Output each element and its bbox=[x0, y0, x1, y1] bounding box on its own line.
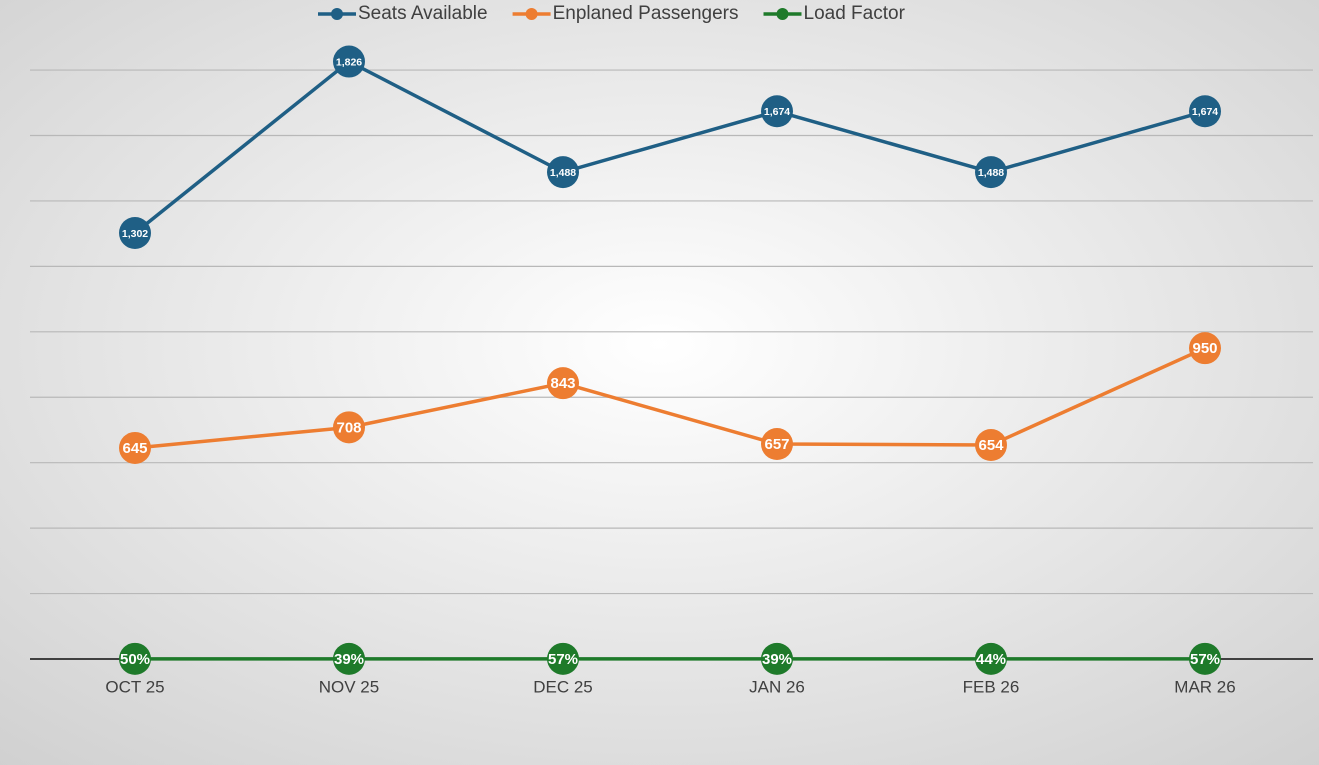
point-marker bbox=[1189, 642, 1221, 675]
data-label: 1,826 bbox=[336, 56, 362, 68]
legend-marker bbox=[776, 8, 789, 20]
legend-label: Load Factor bbox=[804, 3, 906, 24]
data-label: 708 bbox=[336, 419, 361, 436]
point-marker bbox=[119, 642, 151, 675]
x-tick-label: DEC 25 bbox=[533, 677, 593, 696]
point-marker bbox=[547, 642, 579, 675]
point-marker bbox=[119, 431, 151, 464]
data-label: 57% bbox=[1190, 651, 1220, 668]
legend-marker bbox=[331, 8, 343, 20]
data-label: 44% bbox=[976, 651, 1006, 668]
legend-marker bbox=[525, 8, 538, 20]
data-label: 1,302 bbox=[122, 228, 148, 240]
data-label: 657 bbox=[764, 436, 789, 453]
data-label: 57% bbox=[548, 651, 578, 668]
point-marker bbox=[975, 156, 1007, 189]
data-label: 1,488 bbox=[550, 167, 576, 179]
data-label: 645 bbox=[122, 440, 147, 457]
data-label: 950 bbox=[1192, 340, 1217, 357]
point-marker bbox=[1189, 332, 1221, 365]
data-label: 1,674 bbox=[1192, 106, 1218, 118]
data-label: 39% bbox=[334, 651, 364, 668]
x-tick-label: JAN 26 bbox=[749, 677, 805, 696]
point-marker bbox=[333, 642, 365, 675]
x-tick-label: MAR 26 bbox=[1174, 677, 1235, 696]
series-line bbox=[134, 346, 1206, 450]
data-label: 1,488 bbox=[978, 167, 1004, 179]
data-label: 39% bbox=[762, 651, 792, 668]
point-marker bbox=[547, 367, 579, 400]
point-marker bbox=[975, 429, 1007, 462]
point-marker bbox=[547, 156, 579, 189]
point-marker bbox=[761, 642, 793, 675]
point-marker bbox=[761, 428, 793, 461]
legend-label: Enplaned Passengers bbox=[553, 3, 739, 24]
point-marker bbox=[761, 95, 793, 128]
data-label: 1,674 bbox=[764, 106, 790, 118]
point-marker bbox=[333, 45, 365, 78]
point-marker bbox=[333, 411, 365, 444]
point-marker bbox=[119, 216, 151, 249]
x-tick-label: OCT 25 bbox=[105, 677, 164, 696]
legend-label: Seats Available bbox=[358, 3, 488, 24]
data-label: 843 bbox=[550, 375, 575, 392]
x-tick-label: NOV 25 bbox=[319, 677, 379, 696]
x-tick-label: FEB 26 bbox=[963, 677, 1020, 696]
series-line bbox=[133, 59, 1206, 235]
point-marker bbox=[975, 642, 1007, 675]
data-label: 50% bbox=[120, 651, 150, 668]
data-label: 654 bbox=[978, 437, 1004, 454]
point-marker bbox=[1189, 95, 1221, 128]
